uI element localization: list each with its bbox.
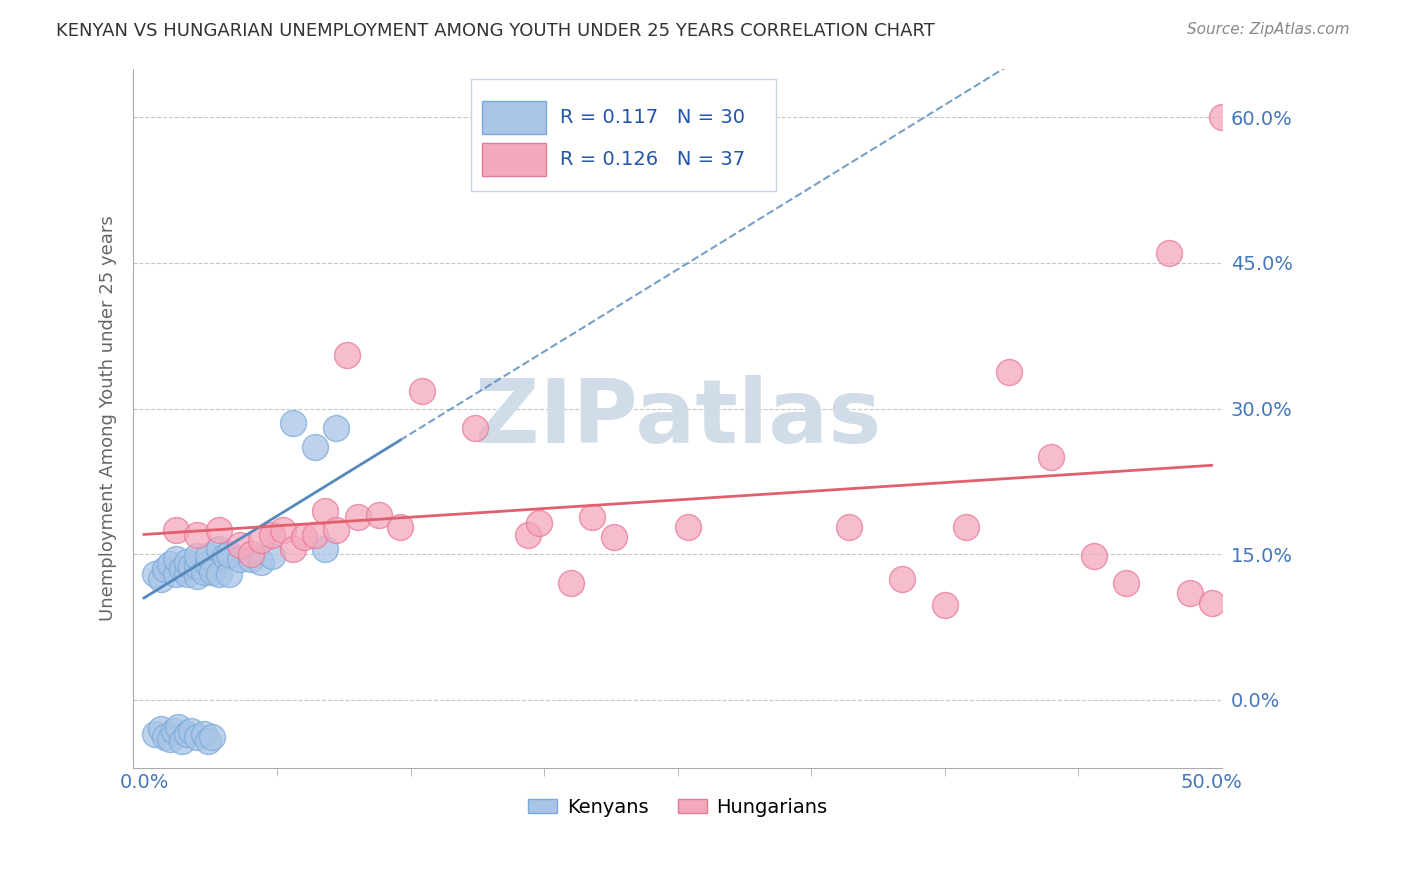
Point — [186, 549, 208, 564]
FancyBboxPatch shape — [482, 143, 546, 177]
Point — [411, 384, 433, 398]
Point — [239, 547, 262, 561]
Point — [1157, 246, 1180, 260]
Point — [159, 731, 181, 746]
Point — [176, 727, 198, 741]
Point — [262, 549, 284, 564]
Point — [193, 565, 215, 579]
Point — [997, 365, 1019, 379]
Point — [283, 542, 305, 557]
Point — [271, 523, 294, 537]
Text: ZIPatlas: ZIPatlas — [475, 375, 882, 462]
Point — [172, 562, 194, 576]
Text: R = 0.126   N = 37: R = 0.126 N = 37 — [560, 150, 745, 169]
Point — [239, 552, 262, 566]
Point — [143, 566, 166, 581]
Point — [315, 542, 337, 557]
FancyBboxPatch shape — [482, 101, 546, 135]
Point — [304, 528, 326, 542]
Point — [1201, 596, 1223, 610]
Point — [163, 724, 186, 739]
Point — [262, 528, 284, 542]
Point — [283, 416, 305, 430]
Point — [201, 730, 224, 744]
Point — [208, 523, 231, 537]
Point — [186, 558, 208, 573]
Point — [955, 520, 977, 534]
Point — [143, 727, 166, 741]
Point — [165, 552, 187, 566]
Point — [165, 566, 187, 581]
Point — [176, 566, 198, 581]
Point — [292, 530, 315, 544]
Point — [517, 528, 540, 542]
Point — [527, 516, 550, 530]
Point — [891, 572, 914, 586]
Point — [186, 730, 208, 744]
Point — [304, 441, 326, 455]
Point — [250, 555, 273, 569]
Point — [159, 557, 181, 571]
Point — [934, 598, 956, 612]
Point — [172, 733, 194, 747]
Point — [197, 733, 219, 747]
Point — [150, 572, 173, 586]
Point — [165, 523, 187, 537]
Point — [1115, 576, 1137, 591]
Point — [180, 724, 202, 739]
Point — [229, 552, 252, 566]
Point — [560, 576, 582, 591]
Point — [155, 562, 177, 576]
Point — [325, 523, 347, 537]
Point — [186, 528, 208, 542]
Point — [180, 558, 202, 573]
Point — [186, 568, 208, 582]
Point — [389, 520, 412, 534]
Text: R = 0.117   N = 30: R = 0.117 N = 30 — [560, 108, 745, 127]
Point — [1180, 586, 1202, 600]
Point — [367, 508, 389, 523]
Point — [218, 547, 240, 561]
Point — [315, 503, 337, 517]
Point — [250, 533, 273, 547]
Point — [678, 520, 700, 534]
Point — [336, 348, 359, 362]
Point — [193, 727, 215, 741]
Point — [325, 421, 347, 435]
Point — [581, 510, 603, 524]
Point — [603, 530, 626, 544]
Point — [197, 557, 219, 571]
Point — [1040, 450, 1063, 464]
Point — [1083, 549, 1105, 564]
Point — [201, 565, 224, 579]
Text: Source: ZipAtlas.com: Source: ZipAtlas.com — [1187, 22, 1350, 37]
Point — [838, 520, 860, 534]
Point — [1211, 110, 1233, 124]
Point — [167, 720, 190, 734]
Legend: Kenyans, Hungarians: Kenyans, Hungarians — [520, 790, 835, 825]
Point — [218, 566, 240, 581]
Point — [176, 555, 198, 569]
Point — [464, 421, 486, 435]
Point — [197, 549, 219, 564]
Point — [346, 510, 368, 524]
Point — [214, 549, 236, 564]
Y-axis label: Unemployment Among Youth under 25 years: Unemployment Among Youth under 25 years — [100, 215, 117, 621]
Point — [208, 542, 231, 557]
Point — [208, 566, 231, 581]
Point — [150, 722, 173, 736]
Point — [155, 730, 177, 744]
Point — [229, 537, 252, 551]
FancyBboxPatch shape — [471, 79, 776, 191]
Text: KENYAN VS HUNGARIAN UNEMPLOYMENT AMONG YOUTH UNDER 25 YEARS CORRELATION CHART: KENYAN VS HUNGARIAN UNEMPLOYMENT AMONG Y… — [56, 22, 935, 40]
